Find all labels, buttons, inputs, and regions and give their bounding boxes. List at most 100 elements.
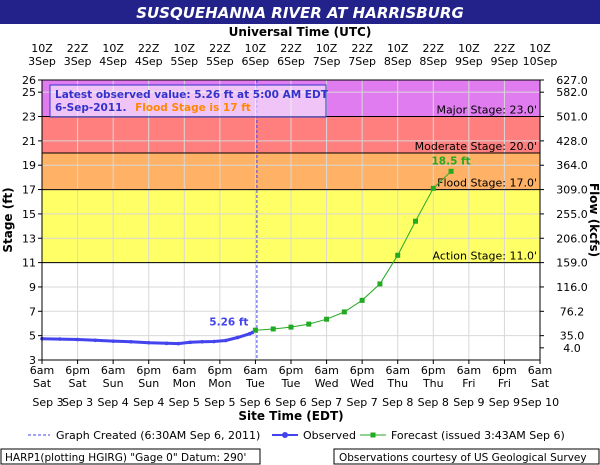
x-date-13: Sep 9 — [489, 396, 520, 409]
legend-forecast: Forecast (issued 3:43AM Sep 6) — [391, 429, 565, 442]
observed-point-7 — [164, 341, 169, 346]
stage-label-3: Action Stage: 11.0' — [433, 250, 537, 263]
y2-tick-label-1: 35.0 — [560, 330, 585, 343]
observed-point-6 — [146, 340, 151, 345]
x-tick-time-3: 6pm — [136, 364, 161, 377]
observed-point-14 — [247, 332, 252, 336]
forecast-peak-label: 18.5 ft — [431, 155, 470, 167]
forecast-point-7 — [377, 281, 383, 287]
flood-stage-lines: Major Stage: 23.0' Moderate Stage: 20.0' F… — [42, 80, 540, 360]
top-tick-time-1: 22Z — [67, 42, 89, 55]
observed-point-12 — [223, 338, 228, 343]
observed-point-1 — [57, 337, 62, 341]
y2-tick-label-8: 364.0 — [556, 159, 588, 172]
x-tick-day-2: Sun — [103, 377, 124, 390]
observed-series: 5.26 ft — [40, 316, 255, 346]
x-tick-time-13: 6pm — [492, 364, 517, 377]
top-tick-time-3: 22Z — [138, 42, 160, 55]
top-axis-title: Universal Time (UTC) — [229, 25, 372, 39]
y-tick-label-2: 7 — [29, 305, 36, 318]
y-tick-label-6: 15 — [22, 208, 36, 221]
x-tick-day-9: Wed — [350, 377, 374, 390]
top-tick-date-1: 3Sep — [64, 55, 92, 68]
y-tick-label-1: 5 — [29, 330, 36, 343]
forecast-point-4 — [324, 316, 330, 322]
info-line2-flood: Flood Stage is 17 ft — [135, 102, 251, 114]
top-tick-time-9: 22Z — [351, 42, 373, 55]
footer-left-box — [0, 448, 261, 465]
y-tick-label-8: 19 — [22, 159, 36, 172]
top-tick-date-13: 9Sep — [491, 55, 519, 68]
top-tick-date-9: 7Sep — [348, 55, 376, 68]
observed-point-10 — [200, 339, 204, 344]
forecast-point-5 — [341, 309, 347, 315]
x-tick-day-8: Wed — [315, 377, 339, 390]
x-date-8: Sep 7 — [311, 396, 342, 409]
y2-tick-label-11: 582.0 — [556, 86, 588, 99]
y2-tick-label-7: 309.0 — [556, 184, 588, 197]
top-tick-date-8: 7Sep — [313, 55, 341, 68]
x-date-0: Sep 3 — [32, 396, 63, 409]
y2-tick-label-3: 116.0 — [556, 281, 588, 294]
y-tick-label-0: 3 — [29, 354, 36, 367]
x-date-12: Sep 9 — [453, 396, 484, 409]
y-axis-label: Stage (ft) — [1, 187, 15, 252]
info-line1: Latest observed value: 5.26 ft at 5:00 A… — [55, 89, 329, 101]
x-tick-time-11: 6pm — [421, 364, 446, 377]
top-tick-time-11: 22Z — [423, 42, 445, 55]
info-line2: 6-Sep-2011. Flood Stage is 17 ft — [55, 102, 251, 114]
footer-left: HARP1(plotting HGIRG) "Gage 0" Datum: 29… — [5, 452, 246, 464]
forecast-point-1 — [270, 326, 276, 332]
x-tick-day-11: Thu — [422, 377, 444, 390]
x-tick-time-6: 6am — [243, 364, 267, 377]
y-tick-label-12: 26 — [22, 74, 36, 87]
x-date-1: Sep 3 — [62, 396, 93, 409]
legend-observed-marker — [282, 432, 288, 438]
x-tick-day-5: Mon — [208, 377, 231, 390]
x-tick-time-8: 6am — [314, 364, 338, 377]
x-axis-label: Site Time (EDT) — [238, 409, 343, 423]
top-tick-time-5: 22Z — [209, 42, 231, 55]
forecast-line — [255, 170, 452, 331]
forecast-point-2 — [288, 324, 294, 330]
x-date-6: Sep 6 — [240, 396, 271, 409]
x-tick-day-7: Tue — [281, 377, 301, 390]
top-tick-date-0: 3Sep — [28, 55, 56, 68]
top-x-axis: 10Z3Sep22Z3Sep10Z4Sep22Z4Sep10Z5Sep22Z5S… — [28, 42, 557, 68]
y-tick-label-4: 11 — [22, 257, 36, 270]
x-tick-day-6: Tue — [245, 377, 265, 390]
y2-tick-label-2: 76.2 — [560, 305, 585, 318]
top-tick-time-8: 10Z — [316, 42, 338, 55]
top-tick-time-12: 10Z — [458, 42, 480, 55]
info-box — [49, 84, 327, 118]
y2-axis-label: Flow (kcfs) — [587, 183, 600, 257]
forecast-point-9 — [413, 218, 418, 224]
legend-graph-created: Graph Created (6:30AM Sep 6, 2011) — [56, 429, 260, 442]
x-date-2: Sep 4 — [98, 396, 129, 409]
chart-title: SUSQUEHANNA RIVER AT HARRISBURG — [136, 4, 464, 22]
observed-point-8 — [176, 341, 181, 346]
footer-right: Observations courtesy of US Geological S… — [339, 452, 587, 464]
footer-right-box — [333, 448, 600, 465]
top-tick-date-11: 8Sep — [419, 55, 447, 68]
y-tick-label-7: 17 — [22, 184, 36, 197]
x-tick-time-2: 6am — [101, 364, 125, 377]
x-tick-time-10: 6am — [385, 364, 409, 377]
forecast-point-6 — [359, 297, 365, 303]
top-tick-date-4: 5Sep — [170, 55, 198, 68]
x-tick-day-12: Fri — [462, 377, 475, 390]
x-date-11: Sep 8 — [418, 396, 449, 409]
y2-tick-label-4: 159.0 — [556, 257, 588, 270]
x-tick-time-5: 6pm — [208, 364, 233, 377]
x-tick-time-14: 6am — [528, 364, 552, 377]
top-tick-time-13: 22Z — [494, 42, 516, 55]
top-tick-date-10: 8Sep — [384, 55, 412, 68]
top-tick-date-5: 5Sep — [206, 55, 234, 68]
top-tick-date-14: 10Sep — [523, 55, 558, 68]
forecast-point-10 — [430, 185, 436, 191]
legend-forecast-marker — [370, 432, 376, 438]
y-tick-label-10: 23 — [22, 111, 36, 124]
top-tick-time-14: 10Z — [529, 42, 551, 55]
bottom-x-axis: 6amSat6pmSat6amSun6pmSun6amMon6pmMon6amT… — [30, 360, 559, 409]
